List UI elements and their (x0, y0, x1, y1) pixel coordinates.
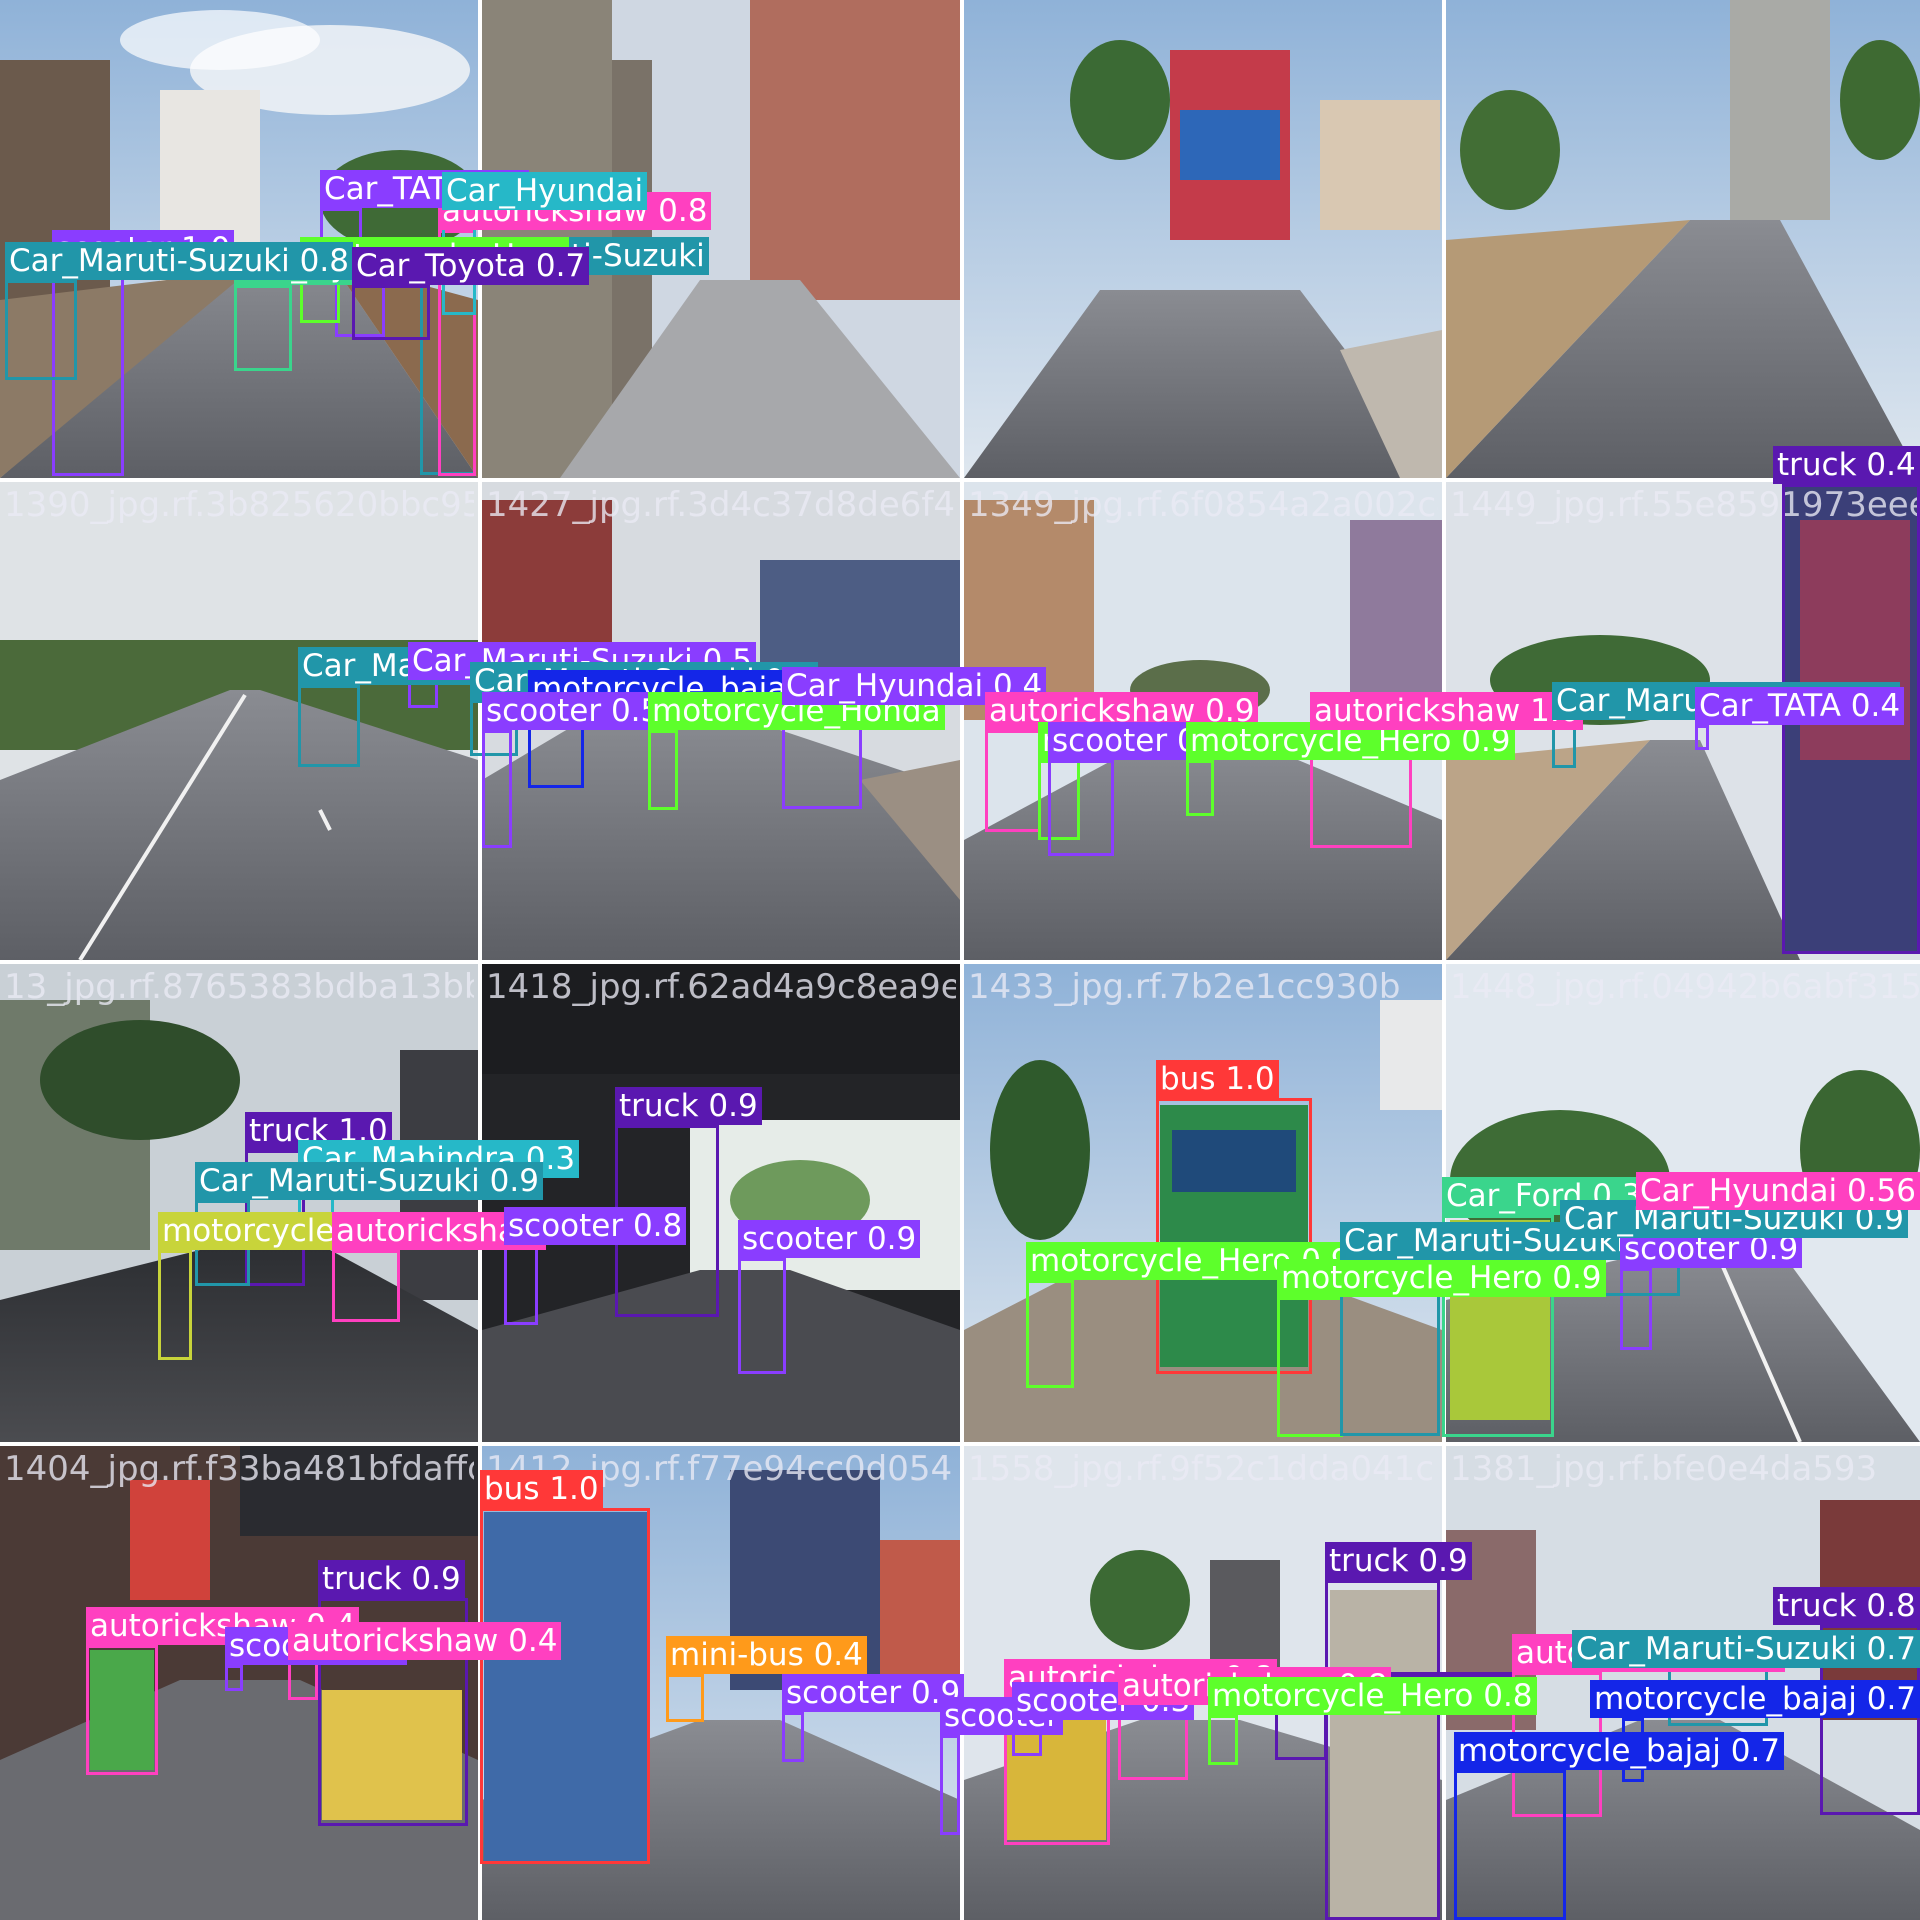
detection-box (666, 1674, 704, 1722)
detection-label: scooter 0.8 (504, 1207, 687, 1245)
detection-box (985, 730, 1041, 832)
tile-filename: 1418_jpg.rf.62ad4a9c8ea9e (486, 968, 956, 1006)
detection-box (1695, 725, 1709, 750)
tile-filename: 1349_jpg.rf.6f0854a2a002c4 (968, 486, 1438, 524)
detection-box (1454, 1770, 1566, 1920)
detection-box (482, 730, 512, 848)
detection-box (480, 1508, 650, 1864)
detection-label: motorcycle_bajaj 0.7 (1590, 1680, 1920, 1718)
detection-label: scooter 0.9 (738, 1220, 921, 1258)
detection-label: Car_Maruti-Suzuki 0.9 (195, 1162, 543, 1200)
detection-box (1026, 1280, 1074, 1388)
detection-label: truck 0.9 (615, 1087, 762, 1125)
tile-filename: 1433_jpg.rf.7b2e1cc930b (968, 968, 1401, 1006)
tile-photo-6 (482, 482, 960, 960)
detection-box (1620, 1268, 1652, 1350)
detection-box (1442, 1215, 1554, 1437)
detection-box (438, 230, 476, 476)
tile-photo-5 (0, 482, 478, 962)
detection-label: motorcycle_bajaj 0.7 (1454, 1732, 1785, 1770)
detection-box (1275, 1710, 1327, 1760)
detection-label: Car_Hyundai (442, 172, 648, 210)
tile-filename: 1449_jpg.rf.55e8591973eee (1450, 486, 1920, 524)
detection-box (225, 1665, 243, 1691)
detection-box (1156, 1098, 1312, 1374)
detection-box (1048, 760, 1114, 856)
detection-label: mini-bus 0.4 (666, 1636, 867, 1674)
tile-photo-13 (0, 1446, 478, 1920)
detection-label: Car_Hyundai 0.56 (1636, 1172, 1920, 1210)
detection-box (782, 1712, 804, 1762)
detection-label: truck 0.4 (1773, 446, 1920, 484)
detection-label: Car_Toyota 0.7 (352, 247, 590, 285)
detection-box (86, 1645, 158, 1775)
tile-photo-3 (964, 0, 1442, 478)
detection-box (1186, 760, 1214, 816)
tile-photo-4 (1446, 0, 1920, 478)
tile-filename: 1448_jpg.rf.04942b6abf315b (1450, 968, 1920, 1006)
tile-photo-10 (482, 964, 960, 1442)
detection-box (504, 1245, 538, 1325)
detection-box (1820, 1625, 1920, 1815)
tile-filename: 1381_jpg.rf.bfe0e4da593 (1450, 1450, 1878, 1488)
tile-filename: 1558_jpg.rf.9f52c1dda041c (968, 1450, 1435, 1488)
detection-label: bus 1.0 (480, 1470, 603, 1508)
tile-photo-11 (964, 964, 1442, 1442)
detection-box (352, 285, 430, 340)
detection-label: truck 0.9 (318, 1560, 465, 1598)
detection-box (298, 685, 360, 767)
detection-box (648, 730, 678, 810)
detection-box (738, 1258, 786, 1374)
detection-label: truck 0.8 (1773, 1587, 1920, 1625)
detection-box (1325, 1580, 1440, 1920)
detection-label: motorcycle_Hero 0.9 (1277, 1259, 1606, 1297)
detection-box (234, 285, 292, 371)
detection-label: bus 1.0 (1156, 1060, 1279, 1098)
tile-filename: 1404_jpg.rf.f33ba481bfdaffd (4, 1450, 474, 1488)
detection-box (1277, 1297, 1343, 1437)
detection-label: truck 0.9 (1325, 1542, 1472, 1580)
detection-label: Car_Maruti-Suzuki 0.7 (1572, 1630, 1920, 1668)
detection-label: Car_Maruti-Suzuki 0.8 (5, 242, 353, 280)
tile-filename: 13_jpg.rf.8765383bdba13bbf (4, 968, 474, 1006)
detection-label: scooter 0.9 (782, 1674, 965, 1712)
detection-box (332, 1250, 400, 1322)
detection-box (940, 1735, 960, 1835)
detection-box (5, 280, 77, 380)
detection-box (318, 1598, 468, 1826)
detection-box (158, 1250, 192, 1360)
detection-label: autorickshaw 0.4 (288, 1622, 562, 1660)
detection-box (1208, 1715, 1238, 1765)
detection-box (288, 1660, 318, 1700)
detection-label: motorcycle_Hero 0.8 (1208, 1677, 1537, 1715)
tile-filename: 1390_jpg.rf.3b825620bbc95e9d27cc (4, 486, 474, 524)
detection-label: autorickshaw 1.0 (1310, 692, 1584, 730)
detection-label: scooter 0.5 (482, 692, 665, 730)
tile-filename: 1427_jpg.rf.3d4c37d8de6f4c299d (486, 486, 956, 524)
detection-label: Car_TATA 0.4 (1695, 687, 1905, 725)
